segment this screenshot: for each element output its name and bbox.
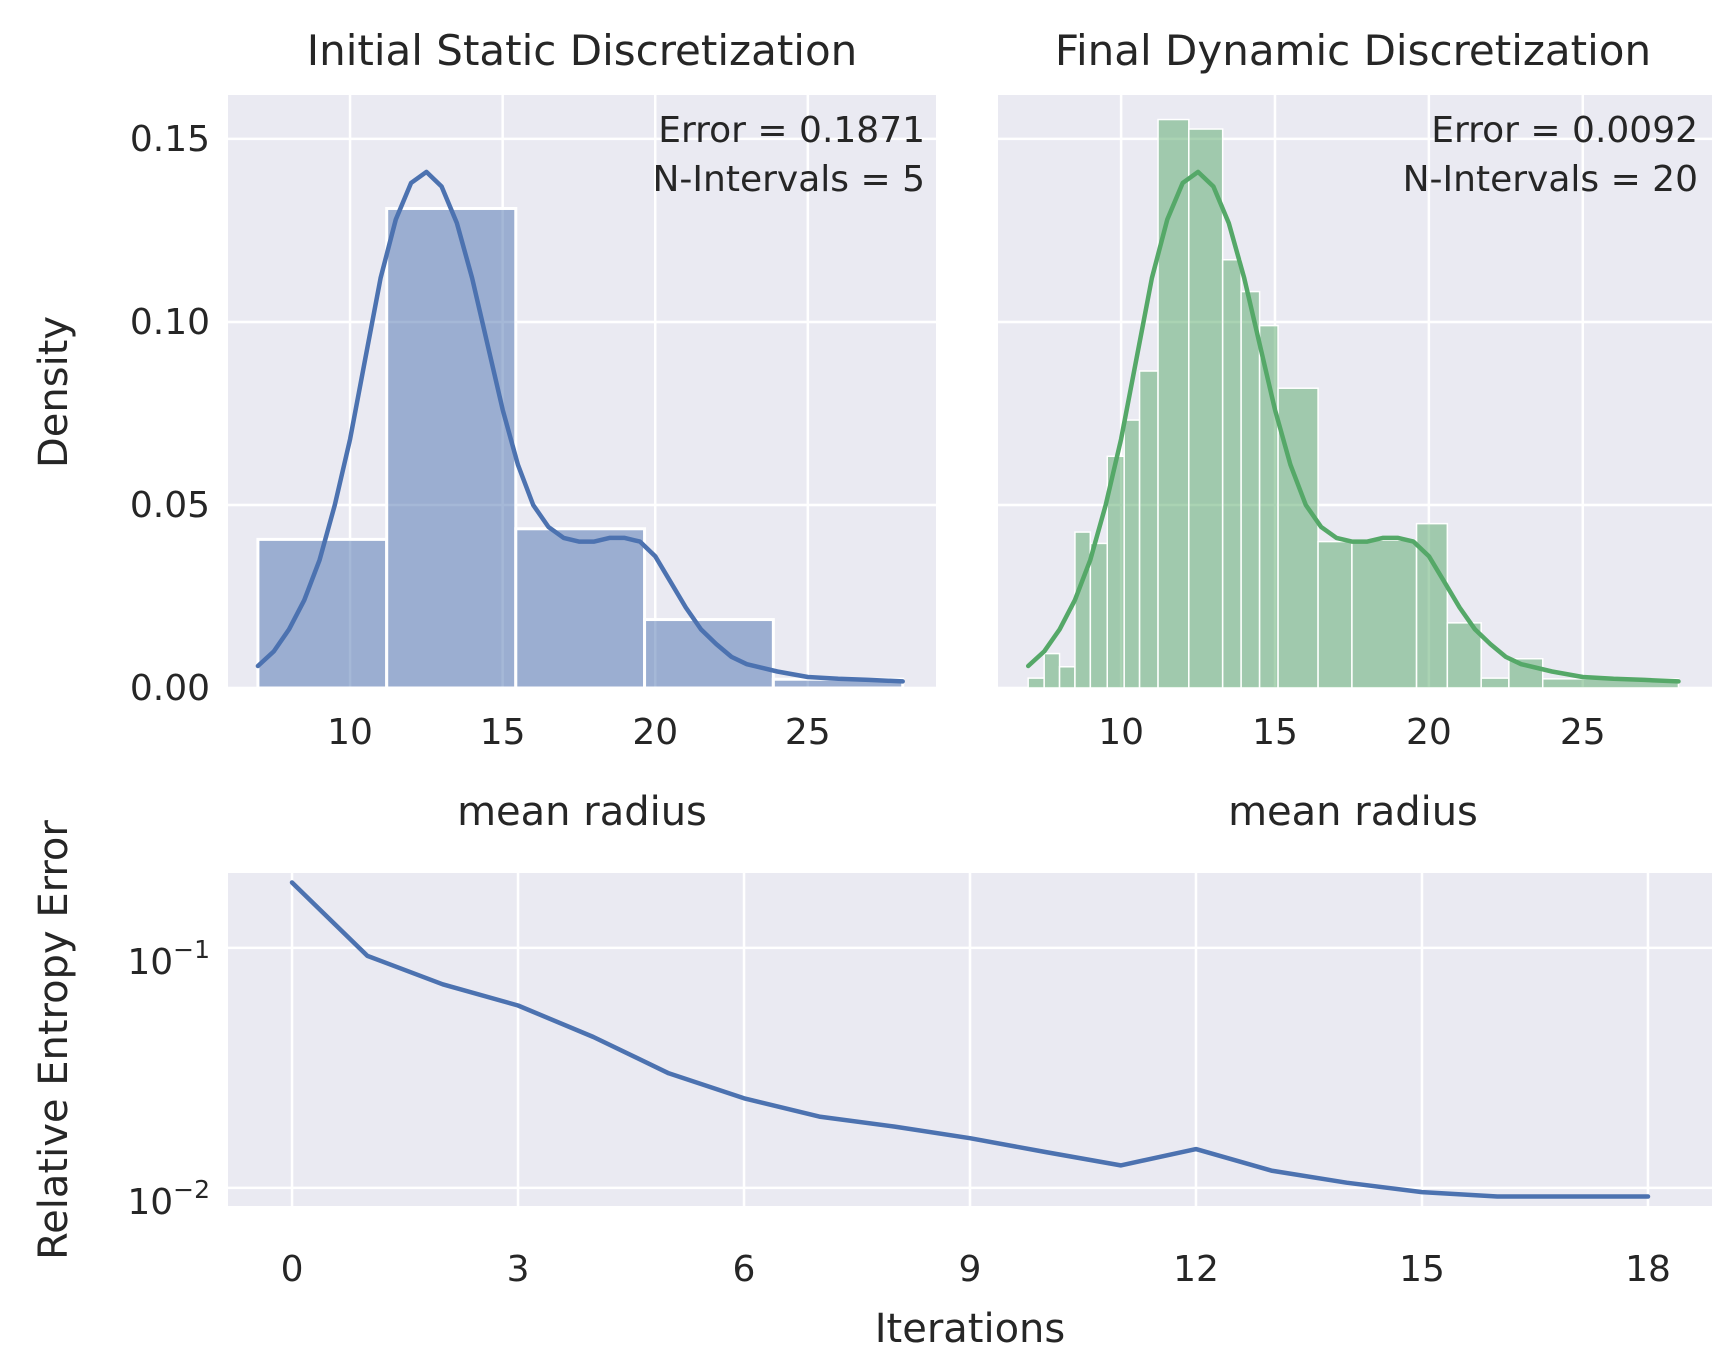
x-tick-label: 25 — [785, 712, 831, 753]
y-grid — [228, 946, 1712, 1190]
histogram-bar — [385, 206, 518, 690]
panel-title: Initial Static Discretization — [307, 26, 858, 75]
histogram-bar — [1240, 290, 1261, 689]
histogram-bar — [1123, 419, 1141, 689]
histogram-bar — [1351, 539, 1418, 689]
error-line — [289, 880, 1651, 1199]
y-tick-labels: 10−1 10−2 — [127, 935, 210, 1223]
histogram-bar — [1317, 540, 1353, 689]
histogram-bar — [1058, 666, 1076, 689]
y-tick-label: 0.00 — [130, 668, 210, 709]
y-tick-label: 0.10 — [130, 302, 210, 343]
x-axis-label: mean radius — [457, 789, 707, 835]
x-tick-label: 20 — [632, 712, 678, 753]
y-tick-label: 10−1 — [127, 935, 210, 983]
kde-curve — [255, 169, 905, 684]
histogram-bar — [1043, 652, 1061, 689]
error-annotation: Error = 0.0092 — [1431, 110, 1698, 151]
y-axis-label: Density — [31, 316, 77, 468]
x-axis-label: Iterations — [875, 1306, 1066, 1352]
x-tick-label: 15 — [480, 712, 526, 753]
histogram-bar — [1138, 370, 1159, 689]
x-tick-labels: 0 3 6 9 12 15 18 — [281, 1249, 1671, 1290]
histogram-bar — [1188, 128, 1224, 689]
error-annotation: Error = 0.1871 — [658, 110, 925, 151]
panel-title: Final Dynamic Discretization — [1055, 26, 1651, 75]
histogram-bar — [1221, 258, 1242, 689]
x-axis-label: mean radius — [1228, 789, 1478, 835]
histogram-bar — [1089, 542, 1109, 689]
x-tick-label: 18 — [1625, 1249, 1671, 1290]
y-tick-label: 0.05 — [130, 485, 210, 526]
histogram-bar — [643, 618, 775, 690]
kde-curve — [1025, 169, 1681, 684]
y-tick-label: 10−2 — [127, 1175, 210, 1223]
x-tick-label: 0 — [281, 1249, 304, 1290]
x-tick-label: 10 — [327, 712, 373, 753]
x-tick-label: 6 — [733, 1249, 756, 1290]
y-tick-label: 0.15 — [130, 119, 210, 160]
histogram-bars — [256, 206, 905, 690]
intervals-annotation: N-Intervals = 20 — [1403, 159, 1698, 200]
histogram-bar — [1446, 622, 1482, 689]
histogram-bar — [1027, 677, 1045, 689]
histogram-bar — [1508, 657, 1544, 689]
x-tick-label: 20 — [1406, 712, 1452, 753]
intervals-annotation: N-Intervals = 5 — [653, 159, 926, 200]
histogram-bar — [1074, 531, 1092, 689]
x-tick-label: 9 — [959, 1249, 982, 1290]
histogram-bar — [256, 537, 389, 690]
panel-initial-static: 10 15 20 25 0.00 0.05 0.10 0.15 Initial Static… — [31, 26, 936, 835]
x-tick-label: 12 — [1173, 1249, 1219, 1290]
panel-final-dynamic: 10 15 20 25 Final Dynamic Discretization me… — [998, 26, 1712, 835]
histogram-bar — [514, 527, 647, 690]
y-tick-labels: 0.00 0.05 0.10 0.15 — [130, 119, 210, 709]
y-axis-label: Relative Entropy Error — [31, 820, 77, 1260]
x-tick-label: 15 — [1399, 1249, 1445, 1290]
x-grid — [290, 873, 1650, 1206]
x-tick-labels: 10 15 20 25 — [1098, 712, 1605, 753]
x-tick-label: 10 — [1098, 712, 1144, 753]
panel-error-iterations: 0 3 6 9 12 15 18 10−1 10−2 Iterations Relative … — [31, 820, 1712, 1352]
x-tick-labels: 10 15 20 25 — [327, 712, 831, 753]
x-tick-label: 3 — [507, 1249, 530, 1290]
x-tick-label: 15 — [1252, 712, 1298, 753]
histogram-bar — [1277, 387, 1319, 689]
x-tick-label: 25 — [1560, 712, 1606, 753]
histogram-bar — [1480, 677, 1510, 689]
